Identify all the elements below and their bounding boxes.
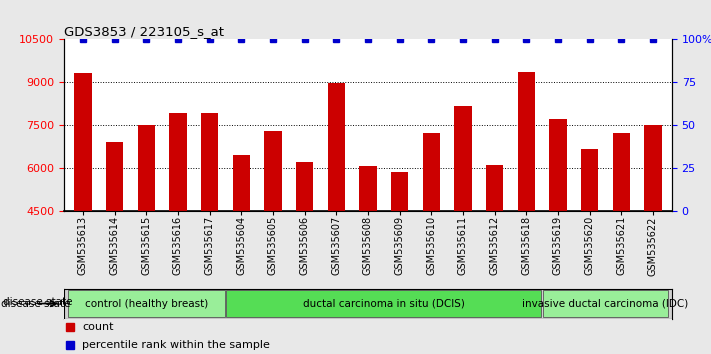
Bar bbox=[359, 166, 377, 339]
Bar bbox=[454, 106, 471, 339]
Bar bbox=[613, 133, 630, 339]
Bar bbox=[106, 142, 123, 339]
Text: disease state: disease state bbox=[4, 297, 73, 307]
Bar bbox=[232, 155, 250, 339]
Bar bbox=[391, 172, 408, 339]
Text: disease state: disease state bbox=[1, 298, 70, 309]
Bar bbox=[138, 125, 155, 339]
Bar bbox=[644, 125, 662, 339]
Bar bbox=[422, 133, 440, 339]
Bar bbox=[74, 73, 92, 339]
Text: invasive ductal carcinoma (IDC): invasive ductal carcinoma (IDC) bbox=[523, 298, 688, 309]
Bar bbox=[581, 149, 598, 339]
Text: GDS3853 / 223105_s_at: GDS3853 / 223105_s_at bbox=[64, 25, 224, 38]
Bar bbox=[296, 162, 314, 339]
Text: percentile rank within the sample: percentile rank within the sample bbox=[82, 340, 270, 350]
Text: count: count bbox=[82, 322, 114, 332]
Bar bbox=[169, 113, 187, 339]
Text: control (healthy breast): control (healthy breast) bbox=[85, 298, 208, 309]
Bar bbox=[264, 131, 282, 339]
Bar bbox=[542, 290, 668, 318]
Bar bbox=[518, 72, 535, 339]
Bar bbox=[201, 113, 218, 339]
Text: ductal carcinoma in situ (DCIS): ductal carcinoma in situ (DCIS) bbox=[303, 298, 465, 309]
Bar bbox=[68, 290, 225, 318]
Bar bbox=[328, 83, 345, 339]
Bar bbox=[486, 165, 503, 339]
Bar bbox=[549, 119, 567, 339]
Bar bbox=[226, 290, 542, 318]
